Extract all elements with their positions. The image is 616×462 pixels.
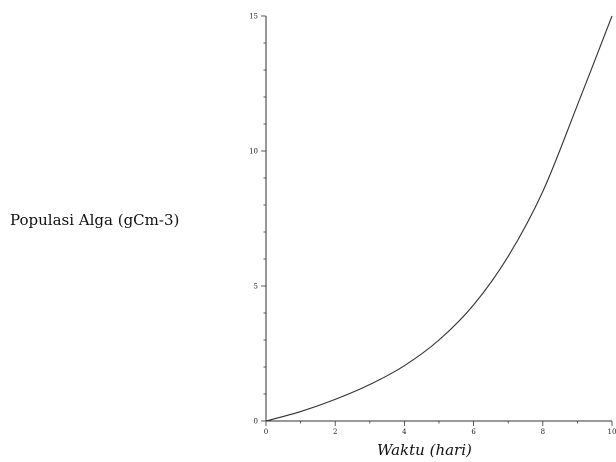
y-axis-label: Populasi Alga (gCm-3) bbox=[10, 211, 179, 229]
series-line-0 bbox=[265, 15, 613, 422]
x-tick-label: 0 bbox=[264, 428, 268, 436]
y-tick-label: 10 bbox=[249, 148, 258, 156]
axes: 0 5 10 15 0 2 4 6 8 10 bbox=[249, 13, 616, 437]
x-tick-label: 4 bbox=[402, 428, 407, 436]
x-axis-label: Waktu (hari) bbox=[377, 441, 472, 459]
x-tick-label: 2 bbox=[333, 428, 337, 436]
y-tick-label: 0 bbox=[254, 418, 258, 426]
plot-area bbox=[265, 15, 613, 422]
x-tick-label: 6 bbox=[471, 428, 476, 436]
y-tick-label: 15 bbox=[249, 13, 258, 21]
y-tick-label: 5 bbox=[254, 283, 258, 291]
x-tick-label: 8 bbox=[541, 428, 545, 436]
x-tick-label: 10 bbox=[608, 428, 616, 436]
